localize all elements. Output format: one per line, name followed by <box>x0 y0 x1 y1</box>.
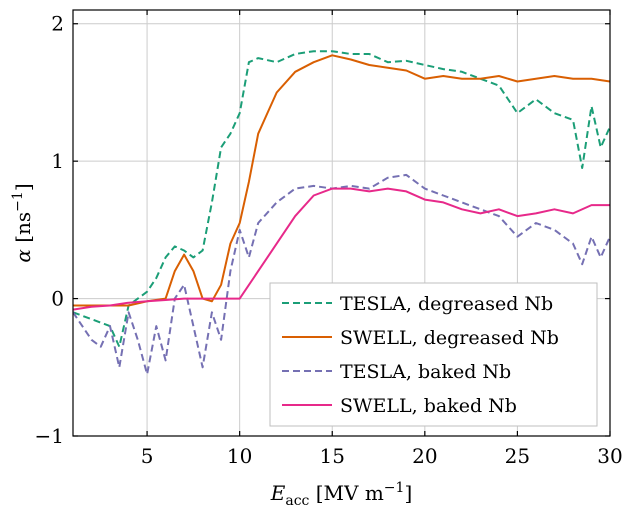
y-tick-label: 1 <box>51 149 64 173</box>
x-tick-label: 20 <box>412 444 437 468</box>
legend-label: TESLA, baked Nb <box>340 361 511 383</box>
legend-box <box>269 282 598 427</box>
series-line-2 <box>73 54 610 307</box>
x-tick-label: 25 <box>505 444 530 468</box>
y-axis-label: α [ns−1] <box>10 183 35 262</box>
x-tick-label: 30 <box>597 444 622 468</box>
ticks: 5 10 15 20 25 30 −1 0 1 2 <box>35 10 623 468</box>
legend: TESLA, degreased Nb SWELL, degreased Nb TE… <box>269 282 598 427</box>
legend-items: TESLA, degreased Nb SWELL, degreased Nb TE… <box>282 293 559 417</box>
legend-label: TESLA, degreased Nb <box>340 293 553 315</box>
x-axis-label: Eacc [MV m−1] <box>270 480 413 509</box>
series-line-3 <box>73 173 610 376</box>
plot-frame <box>72 9 611 437</box>
legend-label: SWELL, baked Nb <box>340 395 517 417</box>
series-layer <box>73 50 610 376</box>
series-line-4 <box>73 187 610 311</box>
x-tick-label: 15 <box>320 444 345 468</box>
legend-label: SWELL, degreased Nb <box>340 327 559 349</box>
series-line-1 <box>73 50 610 348</box>
y-tick-label: −1 <box>35 424 64 448</box>
x-tick-label: 10 <box>227 444 252 468</box>
y-tick-label: 0 <box>51 287 64 311</box>
x-tick-label: 5 <box>141 444 154 468</box>
y-tick-label: 2 <box>51 12 64 36</box>
